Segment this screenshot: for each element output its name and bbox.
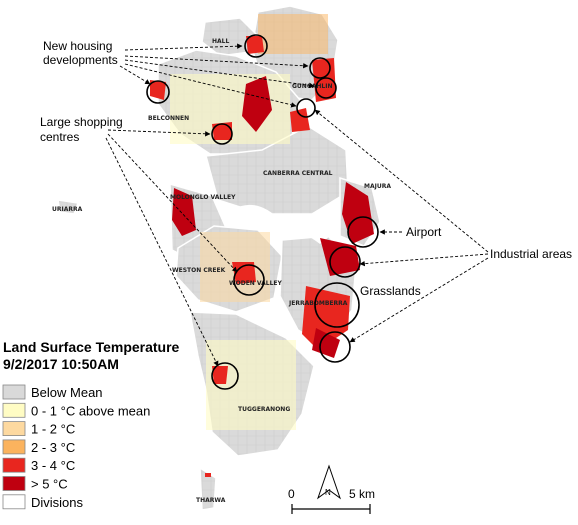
annotation-arrows: [105, 43, 489, 367]
legend-swatch: [2, 421, 26, 437]
legend-label: > 5 °C: [31, 477, 68, 492]
highlight-circles: [146, 34, 379, 390]
scale-bar: 0 5 km: [288, 487, 375, 514]
label-tharwa: THARWA: [196, 497, 226, 504]
annotation-shopping-2: centres: [40, 130, 79, 144]
legend-label: 1 - 2 °C: [31, 422, 75, 437]
label-majura: MAJURA: [364, 183, 391, 190]
legend-swatch: [2, 402, 26, 418]
legend-swatch: [2, 384, 26, 400]
annotation-grasslands: Grasslands: [360, 284, 421, 298]
north-arrow-icon: N: [317, 464, 341, 500]
annotation-new-housing-2: developments: [43, 53, 118, 67]
scale-start-label: 0: [288, 487, 295, 501]
legend-swatch: [2, 457, 26, 473]
label-tuggeranong: TUGGERANONG: [238, 406, 290, 413]
legend-swatch: [2, 476, 26, 491]
annotation-airport: Airport: [406, 225, 442, 239]
heat-overlay: [150, 14, 374, 477]
label-woden-valley: WODEN VALLEY: [229, 280, 283, 287]
legend-swatch: [2, 494, 26, 510]
north-label: N: [325, 488, 331, 497]
annotation-industrial: Industrial areas: [490, 247, 572, 261]
annotation-new-housing-1: New housing: [43, 39, 112, 53]
district-uriarra: [57, 199, 80, 215]
legend-label: 2 - 3 °C: [31, 440, 75, 455]
legend-label: 3 - 4 °C: [31, 458, 75, 473]
annotation-shopping-1: Large shopping: [40, 115, 123, 129]
label-jerrabomberra: JERRABOMBERRA: [288, 300, 348, 307]
label-weston-creek: WESTON CREEK: [172, 267, 226, 274]
lake-burley-griffin: [232, 204, 330, 244]
label-gungahlin: GUNGAHLIN: [292, 83, 333, 90]
label-molonglo-valley: MOLONGLO VALLEY: [170, 194, 236, 201]
scale-end-label: 5 km: [349, 487, 375, 501]
label-uriarra: URIARRA: [52, 206, 83, 213]
legend-items: Below Mean 0 - 1 °C above mean 1 - 2 °C 2 -…: [2, 384, 150, 510]
label-hall: HALL: [212, 38, 229, 45]
annotation-labels: New housing developments Large shopping …: [40, 39, 572, 298]
legend: Land Surface Temperature 9/2/2017 10:50A…: [2, 339, 180, 510]
legend-label: Divisions: [31, 495, 84, 510]
legend-swatch: [2, 439, 26, 455]
label-belconnen: BELCONNEN: [148, 115, 189, 122]
legend-title-line1: Land Surface Temperature: [3, 339, 180, 355]
label-canberra-central: CANBERRA CENTRAL: [263, 170, 333, 177]
legend-title-line2: 9/2/2017 10:50AM: [3, 356, 119, 372]
legend-label: 0 - 1 °C above mean: [31, 403, 150, 418]
legend-label: Below Mean: [31, 385, 103, 400]
